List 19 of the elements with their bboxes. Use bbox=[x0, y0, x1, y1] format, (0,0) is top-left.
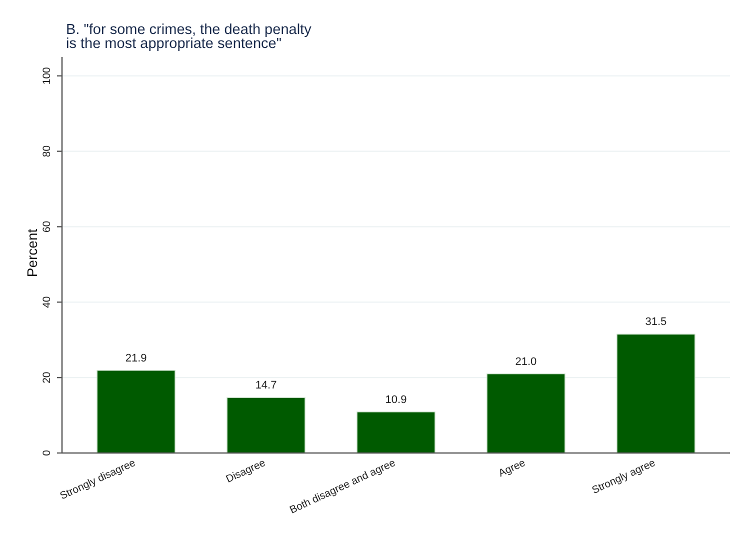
data-label: 14.7 bbox=[255, 380, 277, 392]
y-tick-label: 40 bbox=[41, 296, 53, 308]
y-tick-label: 100 bbox=[41, 66, 53, 85]
y-tick-label: 0 bbox=[41, 450, 53, 456]
data-label: 21.0 bbox=[515, 356, 537, 368]
bar bbox=[226, 397, 306, 454]
title: B. "for some crimes, the death penalty is the most appropriate sentence" bbox=[66, 22, 312, 52]
data-label: 10.9 bbox=[385, 394, 407, 406]
data-label: 31.5 bbox=[645, 316, 667, 328]
y-tick-label: 20 bbox=[41, 372, 53, 384]
y-tick-label: 60 bbox=[41, 220, 53, 233]
y-tick-label: 80 bbox=[41, 145, 53, 158]
data-label: 21.9 bbox=[125, 352, 147, 364]
x-tick-label: Agree bbox=[496, 456, 528, 480]
bar bbox=[486, 373, 566, 454]
y-axis-title: Percent bbox=[24, 228, 40, 278]
bar bbox=[96, 370, 176, 454]
bar bbox=[616, 334, 696, 454]
bar bbox=[356, 411, 436, 454]
